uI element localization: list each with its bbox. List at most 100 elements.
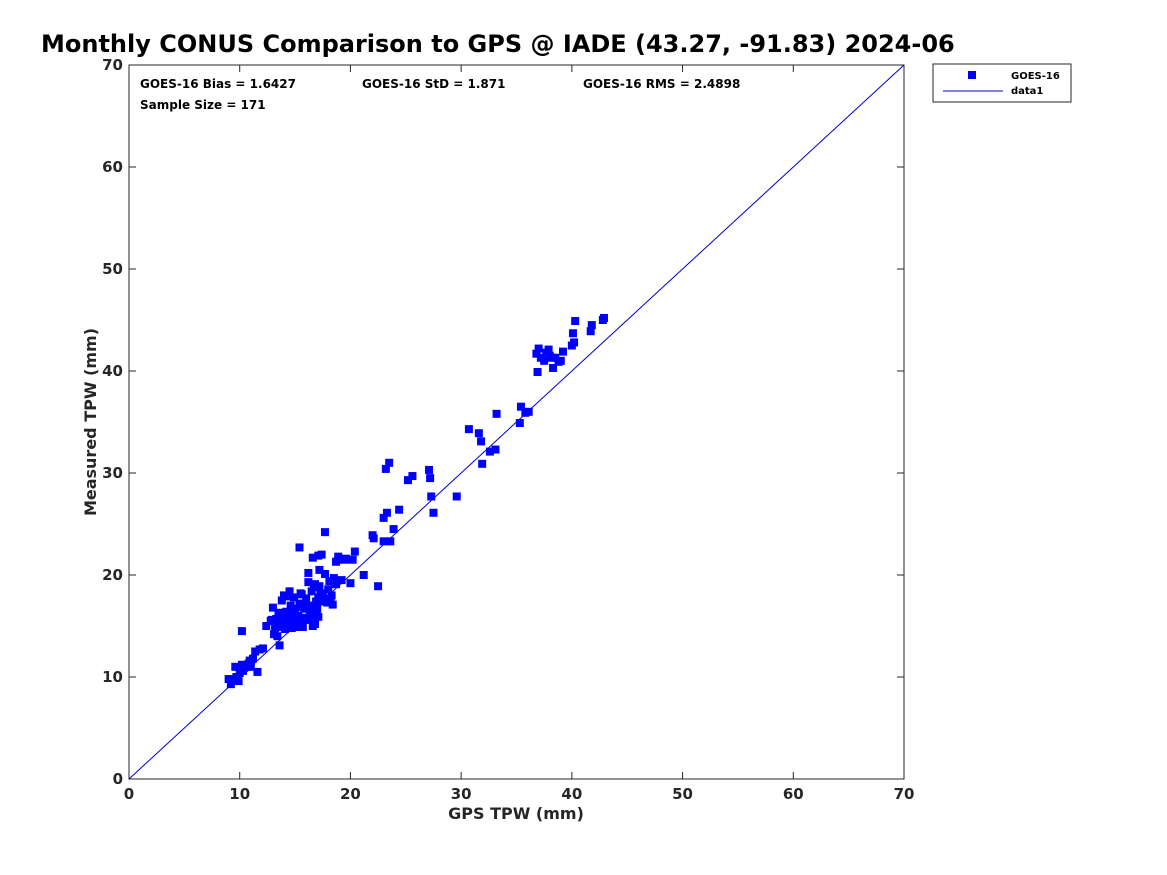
x-tick-label: 50 (672, 785, 693, 803)
scatter-point (337, 576, 346, 585)
scatter-point (533, 368, 542, 377)
scatter-point (246, 662, 255, 671)
scatter-point (296, 589, 305, 598)
y-tick-label: 20 (102, 566, 123, 584)
scatter-point (492, 409, 501, 418)
scatter-point (491, 445, 500, 454)
scatter-point (281, 625, 290, 634)
scatter-point (293, 623, 302, 632)
scatter-point (246, 656, 255, 665)
scatter-point (232, 673, 241, 681)
legend-marker-goes16 (968, 71, 976, 79)
scatter-point (231, 662, 240, 671)
scatter-point (309, 583, 318, 592)
y-tick-label: 30 (102, 464, 123, 482)
legend-label-goes16: GOES-16 (1011, 71, 1060, 82)
y-tick-label: 0 (113, 770, 123, 788)
scatter-point (571, 317, 580, 326)
scatter-point (386, 537, 395, 546)
scatter-point (287, 624, 296, 633)
x-tick-label: 10 (229, 785, 250, 803)
scatter-point (288, 606, 297, 615)
scatter-point (540, 356, 549, 365)
scatter-point (304, 578, 313, 587)
scatter-point (275, 618, 284, 627)
scatter-point (325, 577, 334, 586)
scatter-point (286, 601, 295, 610)
scatter-point (280, 591, 288, 600)
scatter-point (586, 327, 595, 336)
scatter-point (342, 554, 350, 563)
x-axis-ticks: 0 10 20 30 40 50 60 70 (124, 65, 914, 803)
scatter-point (234, 677, 243, 686)
scatter-point (272, 614, 281, 623)
scatter-point (326, 594, 335, 603)
scatter-point (273, 632, 282, 641)
scatter-point (304, 568, 313, 577)
scatter-point (425, 465, 434, 474)
x-tick-label: 40 (561, 785, 582, 803)
scatter-point (348, 555, 357, 564)
x-axis-label: GPS TPW (mm) (448, 804, 584, 823)
scatter-point (289, 593, 298, 602)
scatter-point (253, 667, 262, 676)
scatter-point (381, 464, 390, 473)
scatter-point (408, 472, 417, 481)
scatter-point (427, 492, 436, 501)
x-tick-label: 0 (124, 785, 134, 803)
scatter-point (477, 437, 486, 446)
scatter-point (332, 557, 341, 566)
scatter-point (551, 353, 560, 362)
y-tick-label: 40 (102, 362, 123, 380)
legend: GOES-16 data1 (932, 63, 1072, 103)
scatter-point (389, 525, 398, 534)
scatter-point (316, 595, 325, 604)
scatter-point (320, 569, 329, 578)
scatter-point (346, 579, 355, 588)
scatter-point (315, 565, 324, 574)
scatter-point (385, 458, 394, 467)
x-tick-label: 30 (451, 785, 472, 803)
scatter-point (313, 604, 322, 613)
scatter-point (299, 615, 308, 624)
scatter-point (395, 505, 404, 514)
scatter-point (298, 623, 307, 632)
scatter-point (307, 587, 316, 596)
scatter-point (268, 603, 277, 612)
scatter-point (532, 349, 541, 358)
scatter-point (559, 347, 567, 356)
legend-label-data1: data1 (1011, 86, 1043, 97)
scatter-point (267, 615, 276, 624)
scatter-point (556, 356, 565, 365)
chart-title: Monthly CONUS Comparison to GPS @ IADE (… (41, 30, 955, 58)
stat-bias: GOES-16 Bias = 1.6427 (140, 77, 296, 91)
scatter-point (524, 407, 533, 416)
scatter-point (515, 419, 524, 428)
scatter-point (478, 459, 487, 468)
scatter-point (224, 675, 233, 684)
scatter-point (374, 582, 383, 591)
legend-box (932, 63, 1072, 103)
stat-rms: GOES-16 RMS = 2.4898 (583, 77, 740, 91)
scatter-point (464, 425, 473, 434)
y-axis-ticks: 0 10 20 30 40 50 60 70 (102, 56, 904, 788)
x-tick-label: 20 (340, 785, 361, 803)
scatter-point (317, 550, 326, 559)
y-axis-label: Measured TPW (mm) (81, 328, 100, 516)
scatter-point (312, 610, 321, 619)
scatter-point (369, 534, 378, 543)
scatter-point (404, 476, 412, 485)
scatter-point (282, 607, 291, 616)
scatter-point (485, 447, 494, 456)
scatter-point (359, 571, 368, 579)
scatter-point (283, 613, 292, 622)
scatter-point (599, 313, 608, 322)
stat-sample-size: Sample Size = 171 (140, 98, 266, 112)
scatter-point (315, 582, 324, 591)
scatter-point (452, 492, 461, 501)
scatter-point (429, 508, 438, 517)
scatter-point (516, 402, 525, 411)
scatter-point (275, 641, 284, 650)
scatter-point (324, 585, 333, 594)
